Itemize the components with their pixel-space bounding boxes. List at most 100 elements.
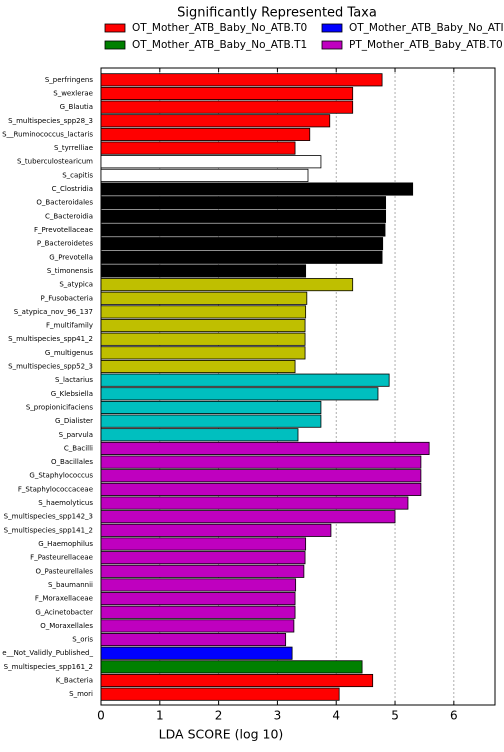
y-tick-label: S_lactarius	[55, 376, 93, 384]
bar	[100, 400, 322, 415]
bar	[100, 250, 383, 264]
bar	[100, 73, 383, 87]
y-tick-label: S_multispecies_spp142_3	[4, 513, 93, 521]
y-tick-label: S_tuberculostearicum	[17, 158, 93, 166]
bar	[100, 332, 306, 346]
bar	[100, 196, 387, 210]
y-tick-label: C_Clostridia	[52, 185, 93, 193]
legend-label: PT_Mother_ATB_Baby_ATB.T0	[349, 39, 503, 51]
y-tick-label: O_Pasteurellales	[36, 567, 94, 575]
y-tick-label: P_Fusobacteria	[41, 294, 93, 302]
y-tick-label: S_atypica	[59, 281, 93, 289]
legend-swatch	[104, 40, 126, 50]
y-tick-label: S_atypica_nov_96_137	[14, 308, 93, 316]
bar	[100, 223, 386, 237]
y-tick-label: S_timonensis	[47, 267, 94, 275]
bar	[100, 86, 354, 101]
bar	[100, 619, 295, 633]
y-tick-label: S_multispecies_spp141_2	[4, 526, 93, 534]
bar	[100, 564, 305, 578]
bar	[100, 359, 296, 374]
y-tick-label: G_Prevotella	[49, 253, 93, 261]
y-tick-label: C_Bacteroidia	[45, 212, 93, 220]
bar	[100, 127, 311, 141]
y-tick-label: G_Haemophilus	[38, 540, 93, 548]
y-tick-label: O_Moraxellales	[40, 622, 93, 630]
y-tick-label: K_Bacteria	[56, 677, 93, 685]
y-tick-label: O_Bacteroidales	[36, 199, 93, 207]
x-axis-label: LDA SCORE (log 10)	[159, 727, 284, 742]
bar	[100, 455, 422, 469]
bar	[100, 155, 322, 169]
bar	[100, 264, 307, 278]
y-tick-label: S_mori	[69, 690, 93, 698]
y-tick-label: e__Not_Validly_Published_	[2, 649, 93, 657]
bar	[100, 319, 306, 333]
bar	[100, 209, 387, 223]
y-tick-label: C_Bacilli	[64, 444, 93, 452]
bar	[100, 673, 374, 688]
y-tick-label: G_Acinetobacter	[35, 608, 93, 616]
bar	[100, 496, 409, 510]
y-tick-label: S_wexlerae	[53, 89, 93, 97]
bar	[100, 633, 287, 647]
x-tick-label: 1	[156, 709, 164, 723]
bar	[100, 114, 331, 128]
bar	[100, 523, 332, 537]
bar	[100, 182, 414, 196]
y-tick-label: S_multispecies_spp52_3	[8, 363, 93, 371]
bar	[100, 551, 306, 565]
x-tick-label: 6	[450, 709, 458, 723]
bar	[100, 387, 379, 401]
y-tick-label: O_Bacillales	[51, 458, 93, 466]
y-tick-label: S_haemolyticus	[38, 499, 93, 507]
bar	[100, 291, 308, 305]
bar	[100, 646, 293, 660]
x-tick-label: 3	[274, 709, 282, 723]
chart-title: Significantly Represented Taxa	[177, 6, 377, 21]
legend-label: OT_Mother_ATB_Baby_No_ATB.T0	[132, 22, 307, 34]
bar	[100, 578, 297, 592]
bar	[100, 414, 322, 428]
y-tick-label: S_propionicifaciens	[26, 403, 94, 411]
y-tick-label: S__Ruminococcus_lactaris	[2, 130, 93, 138]
legend-label: OT_Mother_ATB_Baby_No_ATB.T1	[132, 39, 307, 51]
bar	[100, 373, 390, 387]
bar	[100, 605, 296, 619]
bar	[100, 441, 430, 455]
y-tick-label: F_Pasteurellaceae	[30, 554, 93, 562]
y-tick-label: F_multifamily	[46, 322, 93, 330]
y-tick-label: F_Prevotellaceae	[34, 226, 93, 234]
y-tick-label: G_Dialister	[55, 417, 93, 425]
bar	[100, 141, 296, 155]
x-tick-label: 4	[332, 709, 340, 723]
x-tick-label: 2	[215, 709, 223, 723]
y-tick-label: S_perfringens	[45, 76, 93, 84]
y-tick-label: P_Bacteroidetes	[37, 240, 93, 248]
y-tick-label: S_multispecies_spp41_2	[8, 335, 93, 343]
bar	[100, 278, 354, 292]
x-tick-label: 0	[97, 709, 105, 723]
y-tick-label: G_Klebsiella	[51, 390, 93, 398]
bar	[100, 346, 306, 360]
bar	[100, 687, 340, 701]
bar	[100, 100, 354, 114]
bar	[100, 482, 422, 496]
x-tick-label: 5	[391, 709, 399, 723]
bar	[100, 537, 307, 551]
bar	[100, 592, 296, 606]
y-tick-label: F_Moraxellaceae	[35, 595, 93, 603]
legend-label: OT_Mother_ATB_Baby_No_ATI	[349, 22, 504, 34]
bar	[100, 510, 396, 524]
y-tick-label: S_parvula	[59, 431, 93, 439]
bar	[100, 469, 422, 483]
bar	[100, 237, 384, 251]
y-tick-label: S_capitis	[62, 171, 93, 179]
y-tick-label: S_multispecies_spp28_3	[8, 117, 93, 125]
legend-swatch	[321, 40, 343, 50]
bar	[100, 168, 309, 182]
legend-swatch	[321, 23, 343, 33]
y-tick-label: F_Staphylococcaceae	[18, 485, 93, 493]
y-tick-label: S_baumannii	[48, 581, 93, 589]
legend-swatch	[104, 23, 126, 33]
